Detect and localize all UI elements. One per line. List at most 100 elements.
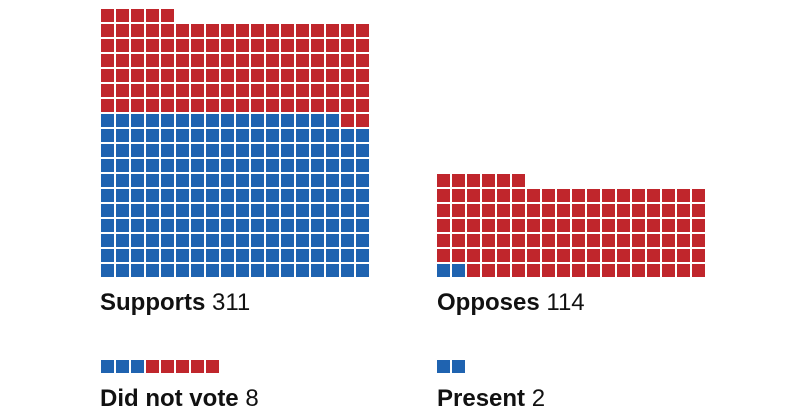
waffle-cell-opposes-republican	[617, 249, 630, 262]
waffle-cell-supports-democrat	[296, 204, 309, 217]
waffle-cell-supports-democrat	[161, 219, 174, 232]
waffle-cell-opposes-republican	[512, 264, 525, 277]
waffle-cell-supports-republican	[161, 54, 174, 67]
waffle-cell-supports-democrat	[146, 249, 159, 262]
waffle-cell-supports-republican	[266, 69, 279, 82]
waffle-cell-supports-republican	[356, 99, 369, 112]
waffle-cell-supports-democrat	[146, 219, 159, 232]
waffle-cell-opposes-republican	[692, 264, 705, 277]
waffle-cell-supports-republican	[116, 84, 129, 97]
waffle-cell-supports-republican	[206, 39, 219, 52]
waffle-cell-supports-republican	[101, 69, 114, 82]
waffle-cell-supports-republican	[236, 24, 249, 37]
waffle-cell-supports-democrat	[311, 249, 324, 262]
waffle-cell-supports-democrat	[251, 189, 264, 202]
waffle-cell-opposes-republican	[572, 264, 585, 277]
waffle-cell-supports-democrat	[131, 219, 144, 232]
waffle-cell-supports-democrat	[296, 219, 309, 232]
waffle-cell-supports-republican	[101, 9, 114, 22]
waffle-cell-supports-democrat	[251, 219, 264, 232]
waffle-cell-supports-republican	[281, 54, 294, 67]
waffle-cell-opposes-republican	[482, 174, 495, 187]
waffle-cell-opposes-republican	[467, 249, 480, 262]
waffle-cell-supports-democrat	[101, 249, 114, 262]
waffle-cell-supports-republican	[191, 84, 204, 97]
waffle-cell-supports-democrat	[356, 234, 369, 247]
waffle-cell-supports-democrat	[131, 264, 144, 277]
waffle-cell-supports-democrat	[266, 249, 279, 262]
waffle-cell-did-not-vote-republican	[161, 360, 174, 373]
waffle-cell-supports-republican	[236, 84, 249, 97]
waffle-cell-opposes-republican	[452, 234, 465, 247]
waffle-cell-opposes-republican	[497, 234, 510, 247]
waffle-cell-opposes-republican	[677, 219, 690, 232]
waffle-cell-supports-democrat	[251, 249, 264, 262]
waffle-cell-supports-democrat	[266, 219, 279, 232]
waffle-cell-opposes-republican	[542, 249, 555, 262]
waffle-cell-supports-republican	[296, 84, 309, 97]
waffle-cell-supports-democrat	[311, 189, 324, 202]
waffle-cell-supports-republican	[266, 24, 279, 37]
waffle-cell-supports-democrat	[116, 189, 129, 202]
waffle-cell-supports-republican	[251, 39, 264, 52]
waffle-cell-supports-democrat	[206, 174, 219, 187]
waffle-cell-opposes-republican	[437, 219, 450, 232]
waffle-cell-supports-republican	[251, 69, 264, 82]
waffle-cell-supports-republican	[131, 69, 144, 82]
waffle-cell-supports-democrat	[221, 249, 234, 262]
waffle-cell-opposes-republican	[677, 234, 690, 247]
waffle-cell-supports-republican	[116, 99, 129, 112]
waffle-cell-supports-democrat	[176, 219, 189, 232]
waffle-cell-supports-democrat	[326, 189, 339, 202]
waffle-cell-supports-democrat	[221, 159, 234, 172]
waffle-cell-opposes-republican	[557, 204, 570, 217]
waffle-cell-supports-democrat	[356, 159, 369, 172]
waffle-cell-opposes-republican	[527, 249, 540, 262]
waffle-cell-opposes-republican	[482, 189, 495, 202]
waffle-cell-opposes-republican	[662, 219, 675, 232]
waffle-cell-supports-republican	[266, 39, 279, 52]
waffle-cell-supports-republican	[326, 69, 339, 82]
waffle-cell-opposes-republican	[467, 219, 480, 232]
waffle-cell-supports-democrat	[146, 234, 159, 247]
waffle-cell-supports-democrat	[176, 129, 189, 142]
waffle-cell-supports-democrat	[191, 249, 204, 262]
waffle-cell-supports-democrat	[236, 174, 249, 187]
waffle-cell-supports-democrat	[281, 264, 294, 277]
waffle-cell-opposes-republican	[647, 219, 660, 232]
waffle-opposes	[437, 174, 705, 277]
waffle-cell-supports-democrat	[101, 204, 114, 217]
waffle-cell-supports-democrat	[101, 114, 114, 127]
waffle-cell-supports-democrat	[311, 174, 324, 187]
waffle-cell-supports-democrat	[266, 204, 279, 217]
waffle-cell-opposes-republican	[437, 234, 450, 247]
waffle-cell-supports-republican	[341, 84, 354, 97]
waffle-cell-supports-democrat	[206, 114, 219, 127]
waffle-cell-opposes-republican	[677, 204, 690, 217]
waffle-cell-supports-democrat	[116, 159, 129, 172]
waffle-cell-supports-democrat	[221, 204, 234, 217]
waffle-cell-supports-republican	[206, 84, 219, 97]
waffle-cell-supports-democrat	[296, 159, 309, 172]
waffle-cell-supports-democrat	[326, 174, 339, 187]
waffle-cell-opposes-republican	[632, 219, 645, 232]
waffle-cell-opposes-republican	[437, 204, 450, 217]
waffle-cell-supports-republican	[191, 99, 204, 112]
waffle-cell-supports-democrat	[251, 114, 264, 127]
waffle-cell-supports-republican	[236, 54, 249, 67]
waffle-cell-did-not-vote-republican	[176, 360, 189, 373]
waffle-cell-supports-democrat	[206, 159, 219, 172]
waffle-cell-supports-democrat	[191, 219, 204, 232]
waffle-cell-supports-republican	[326, 84, 339, 97]
waffle-cell-supports-republican	[311, 84, 324, 97]
waffle-cell-supports-democrat	[161, 159, 174, 172]
waffle-cell-opposes-republican	[527, 204, 540, 217]
waffle-cell-supports-republican	[326, 24, 339, 37]
waffle-cell-supports-republican	[146, 69, 159, 82]
waffle-cell-supports-democrat	[341, 159, 354, 172]
waffle-cell-opposes-republican	[662, 204, 675, 217]
waffle-cell-supports-democrat	[116, 114, 129, 127]
waffle-cell-opposes-republican	[437, 174, 450, 187]
waffle-cell-opposes-republican	[557, 234, 570, 247]
label-opposes: Opposes 114	[437, 289, 585, 317]
